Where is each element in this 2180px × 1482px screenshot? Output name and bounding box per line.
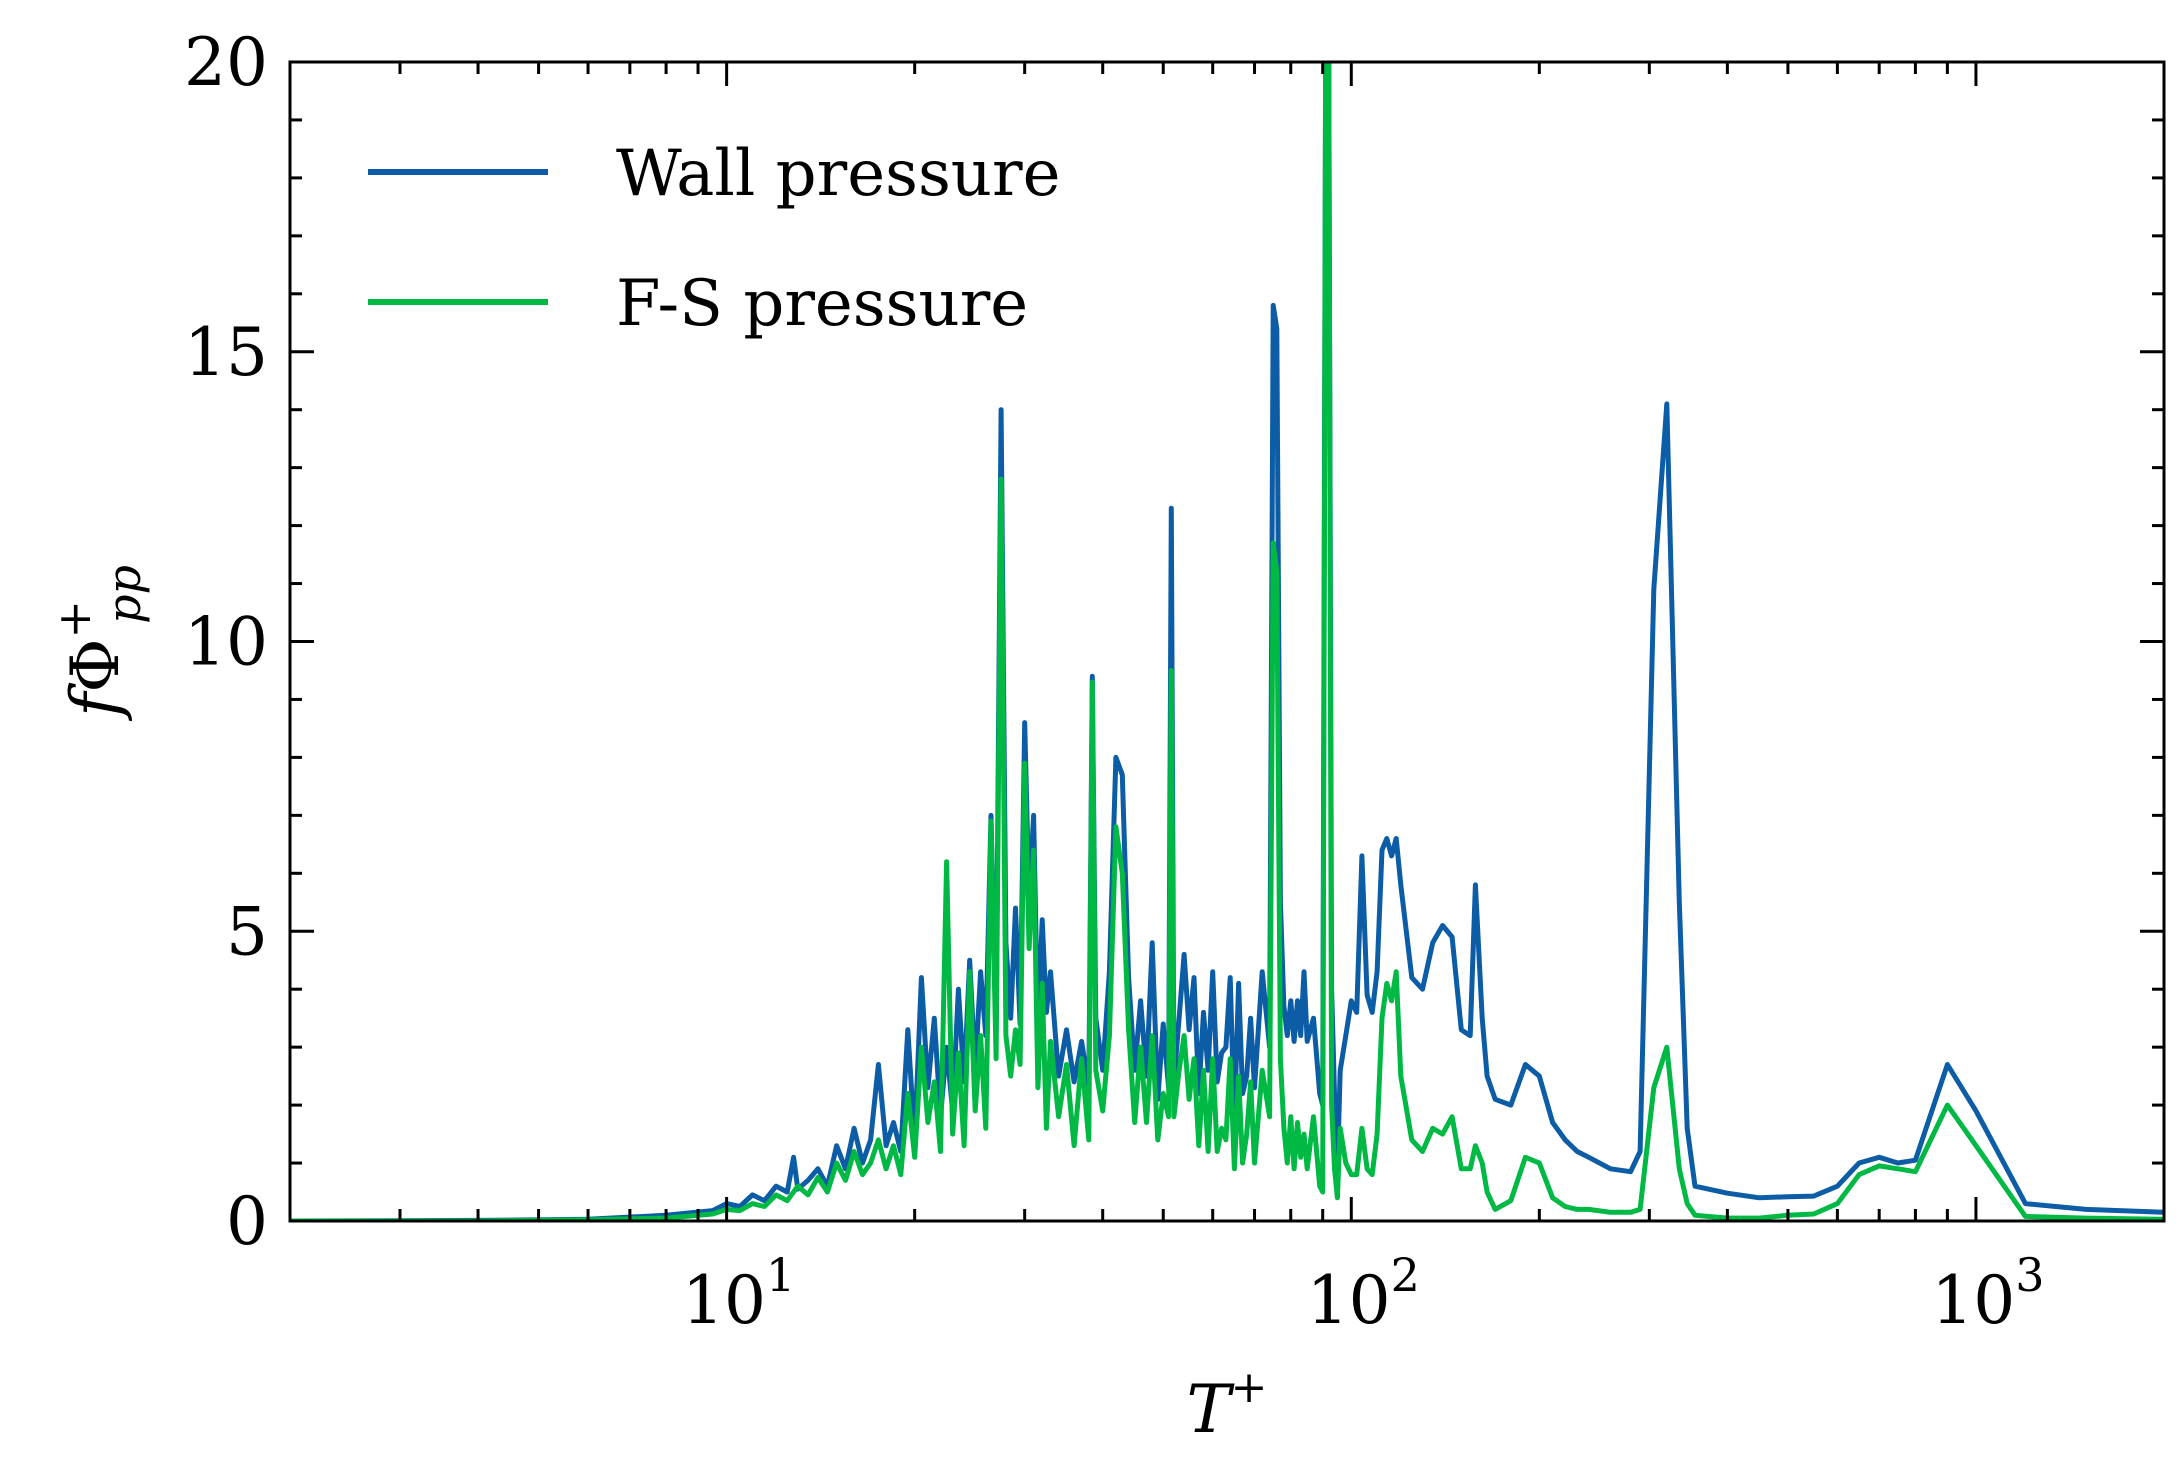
y-tick-label: 10 bbox=[184, 604, 268, 681]
x-tick-label: 101 bbox=[682, 1248, 795, 1339]
y-tick-label: 5 bbox=[226, 893, 268, 970]
series-line-0 bbox=[290, 62, 2164, 1221]
axis-ticks bbox=[288, 60, 2166, 1223]
x-tick-label: 102 bbox=[1307, 1248, 1420, 1339]
x-tick-label: 103 bbox=[1931, 1248, 2044, 1339]
series-line-1 bbox=[290, 62, 2164, 1221]
tick-labels: 0 5 10 15 20 101 102 103 bbox=[184, 24, 2045, 1339]
legend-label-wall: Wall pressure bbox=[616, 137, 1060, 211]
y-tick-label: 0 bbox=[226, 1183, 268, 1260]
plot-frame bbox=[288, 60, 2166, 1223]
y-tick-label: 20 bbox=[184, 24, 268, 101]
y-tick-label: 15 bbox=[184, 314, 268, 391]
legend-label-fs: F-S pressure bbox=[616, 267, 1028, 341]
x-axis-label: T+ bbox=[1187, 1362, 1268, 1448]
series-layer bbox=[290, 62, 2164, 1221]
y-axis-label: fΦ+pp bbox=[47, 565, 151, 722]
legend: Wall pressure F-S pressure bbox=[368, 137, 1060, 341]
